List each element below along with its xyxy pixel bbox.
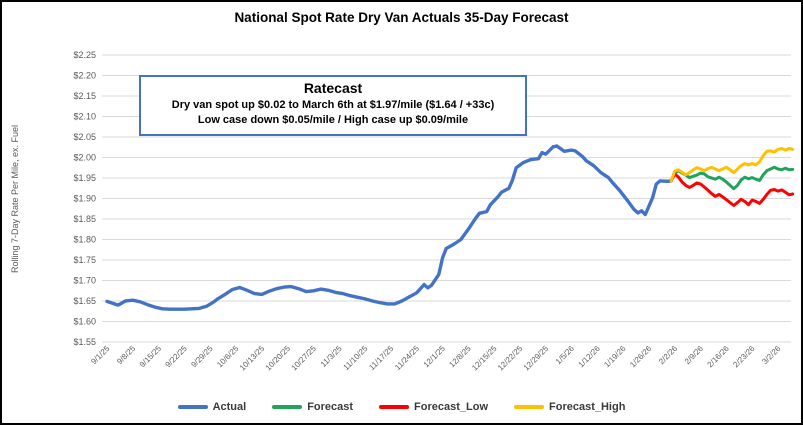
legend-swatch-actual — [177, 405, 208, 409]
legend-label-forecast_low: Forecast_Low — [414, 401, 489, 413]
y-tick-label: $2.15 — [73, 91, 96, 101]
legend: Actual Forecast Forecast_Low Forecast_High — [2, 401, 801, 413]
y-tick-label: $2.20 — [73, 71, 96, 81]
x-tick-label: 2/23/26 — [731, 344, 757, 370]
x-tick-label: 1/5/26 — [554, 344, 576, 366]
x-tick-label: 12/29/25 — [522, 344, 551, 373]
annotation-line-2: Low case down $0.05/mile / High case up … — [197, 113, 469, 126]
y-tick-label: $2.05 — [73, 132, 96, 142]
x-tick-label: 10/13/25 — [238, 344, 267, 373]
legend-label-actual: Actual — [212, 401, 247, 413]
y-tick-label: $2.25 — [73, 50, 96, 60]
x-tick-label: 3/2/26 — [760, 344, 782, 366]
x-tick-label: 2/2/26 — [657, 344, 679, 366]
legend-label-forecast_high: Forecast_High — [549, 401, 626, 413]
x-tick-label: 12/15/25 — [470, 344, 499, 373]
x-tick-label: 9/8/25 — [115, 344, 137, 366]
chart-title: National Spot Rate Dry Van Actuals 35-Da… — [234, 10, 569, 25]
x-tick-label: 9/15/25 — [138, 344, 164, 370]
x-tick-label: 11/10/25 — [342, 344, 370, 372]
y-tick-label: $2.00 — [73, 153, 96, 163]
legend-item-forecast_high: Forecast_High — [514, 401, 625, 413]
x-tick-label: 9/29/25 — [189, 344, 215, 370]
series-line-forecast_high — [669, 147, 795, 183]
series-line-forecast_low — [669, 172, 795, 207]
y-tick-label: $1.80 — [73, 235, 96, 245]
x-tick-label: 12/8/25 — [447, 344, 473, 370]
y-tick-label: $1.90 — [73, 194, 96, 204]
x-tick-label: 2/9/26 — [683, 344, 705, 366]
x-tick-label: 12/22/25 — [496, 344, 525, 373]
y-tick-label: $2.10 — [73, 112, 96, 122]
x-tick-label: 10/27/25 — [289, 344, 318, 373]
x-tick-label: 1/12/26 — [577, 344, 603, 370]
x-tick-label: 1/26/26 — [628, 344, 654, 370]
legend-item-actual: Actual — [177, 401, 247, 413]
x-tick-label: 10/6/25 — [215, 344, 241, 370]
legend-label-forecast: Forecast — [307, 401, 354, 413]
x-tick-label: 11/24/25 — [393, 344, 421, 372]
legend-item-forecast_low: Forecast_Low — [379, 401, 488, 413]
x-tick-label: 9/1/25 — [89, 344, 111, 366]
x-tick-label: 9/22/25 — [164, 344, 190, 370]
y-tick-label: $1.95 — [73, 173, 96, 183]
x-tick-label: 12/1/25 — [422, 344, 448, 370]
x-tick-label: 10/20/25 — [264, 344, 293, 373]
legend-swatch-forecast_low — [379, 405, 410, 409]
annotation-line-1: Dry van spot up $0.02 to March 6th at $1… — [171, 98, 495, 111]
y-tick-label: $1.85 — [73, 214, 96, 224]
y-tick-label: $1.70 — [73, 276, 96, 286]
y-tick-label: $1.75 — [73, 255, 96, 265]
legend-item-forecast: Forecast — [272, 401, 353, 413]
series-line-actual — [105, 144, 673, 311]
legend-swatch-forecast — [272, 405, 303, 409]
ratecast-annotation-box: Ratecast Dry van spot up $0.02 to March … — [139, 75, 527, 137]
y-tick-label: $1.60 — [73, 317, 96, 327]
annotation-title: Ratecast — [303, 80, 363, 96]
y-tick-label: $1.65 — [73, 296, 96, 306]
x-tick-label: 2/16/26 — [706, 344, 732, 370]
series-line-forecast — [669, 165, 795, 191]
x-tick-label: 1/19/26 — [602, 344, 628, 370]
x-tick-label: 11/17/25 — [367, 344, 395, 372]
legend-swatch-forecast_high — [514, 405, 545, 409]
y-tick-label: $1.55 — [73, 337, 96, 347]
x-tick-label: 11/3/25 — [319, 344, 344, 369]
